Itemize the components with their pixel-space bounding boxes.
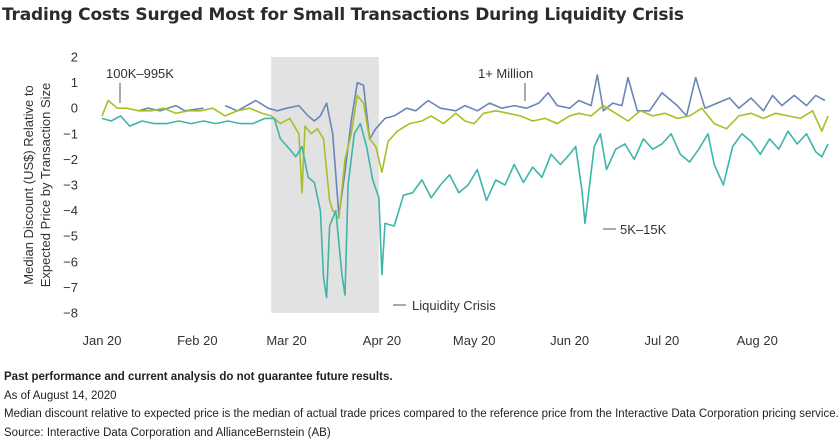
y-tick-label: −7 [63,280,78,295]
definition-note: Median discount relative to expected pri… [4,405,839,424]
series-line [139,75,825,216]
y-tick-label: 0 [71,101,78,116]
y-tick-label: 2 [71,50,78,65]
series-label-1-million: 1+ Million [478,66,533,81]
as-of-date: As of August 14, 2020 [4,387,839,406]
liquidity-crisis-shading [271,57,379,313]
series-line [102,116,828,298]
y-tick-label: −8 [63,306,78,321]
series-label-100k-995k: 100K–995K [106,66,174,81]
disclaimer-text: Past performance and current analysis do… [4,368,839,387]
y-tick-label: −5 [63,229,78,244]
y-tick-label: −1 [63,126,78,141]
series-label-5k-15k: 5K–15K [620,222,667,237]
y-tick-label: 1 [71,75,78,90]
x-tick-label: Apr 20 [363,333,401,348]
x-tick-label: Aug 20 [737,333,778,348]
series-layer [102,75,828,298]
x-tick-label: Jun 20 [550,333,589,348]
line-chart: 2 1 0 −1 −2 −3 −4 −5 −6 −7 −8 Jan 20 Feb 20 Mar 20 Apr… [0,0,840,360]
y-tick-label: −4 [63,203,78,218]
x-tick-label: Jul 20 [645,333,680,348]
x-tick-label: Feb 20 [177,333,217,348]
x-tick-label: May 20 [453,333,496,348]
y-tick-label: −3 [63,178,78,193]
footnotes: Past performance and current analysis do… [4,368,839,442]
series-line [102,95,828,218]
liquidity-crisis-label: Liquidity Crisis [412,298,496,313]
x-tick-label: Jan 20 [82,333,121,348]
source-note: Source: Interactive Data Corporation and… [4,424,839,442]
y-tick-label: −2 [63,152,78,167]
y-axis-label-line1: Median Discount (US$) Relative to [21,85,36,284]
y-axis-label-line2: Expected Price by Transaction Size [38,83,53,288]
shaded-region-layer [271,57,379,313]
y-tick-label: −6 [63,254,78,269]
x-tick-label: Mar 20 [266,333,306,348]
